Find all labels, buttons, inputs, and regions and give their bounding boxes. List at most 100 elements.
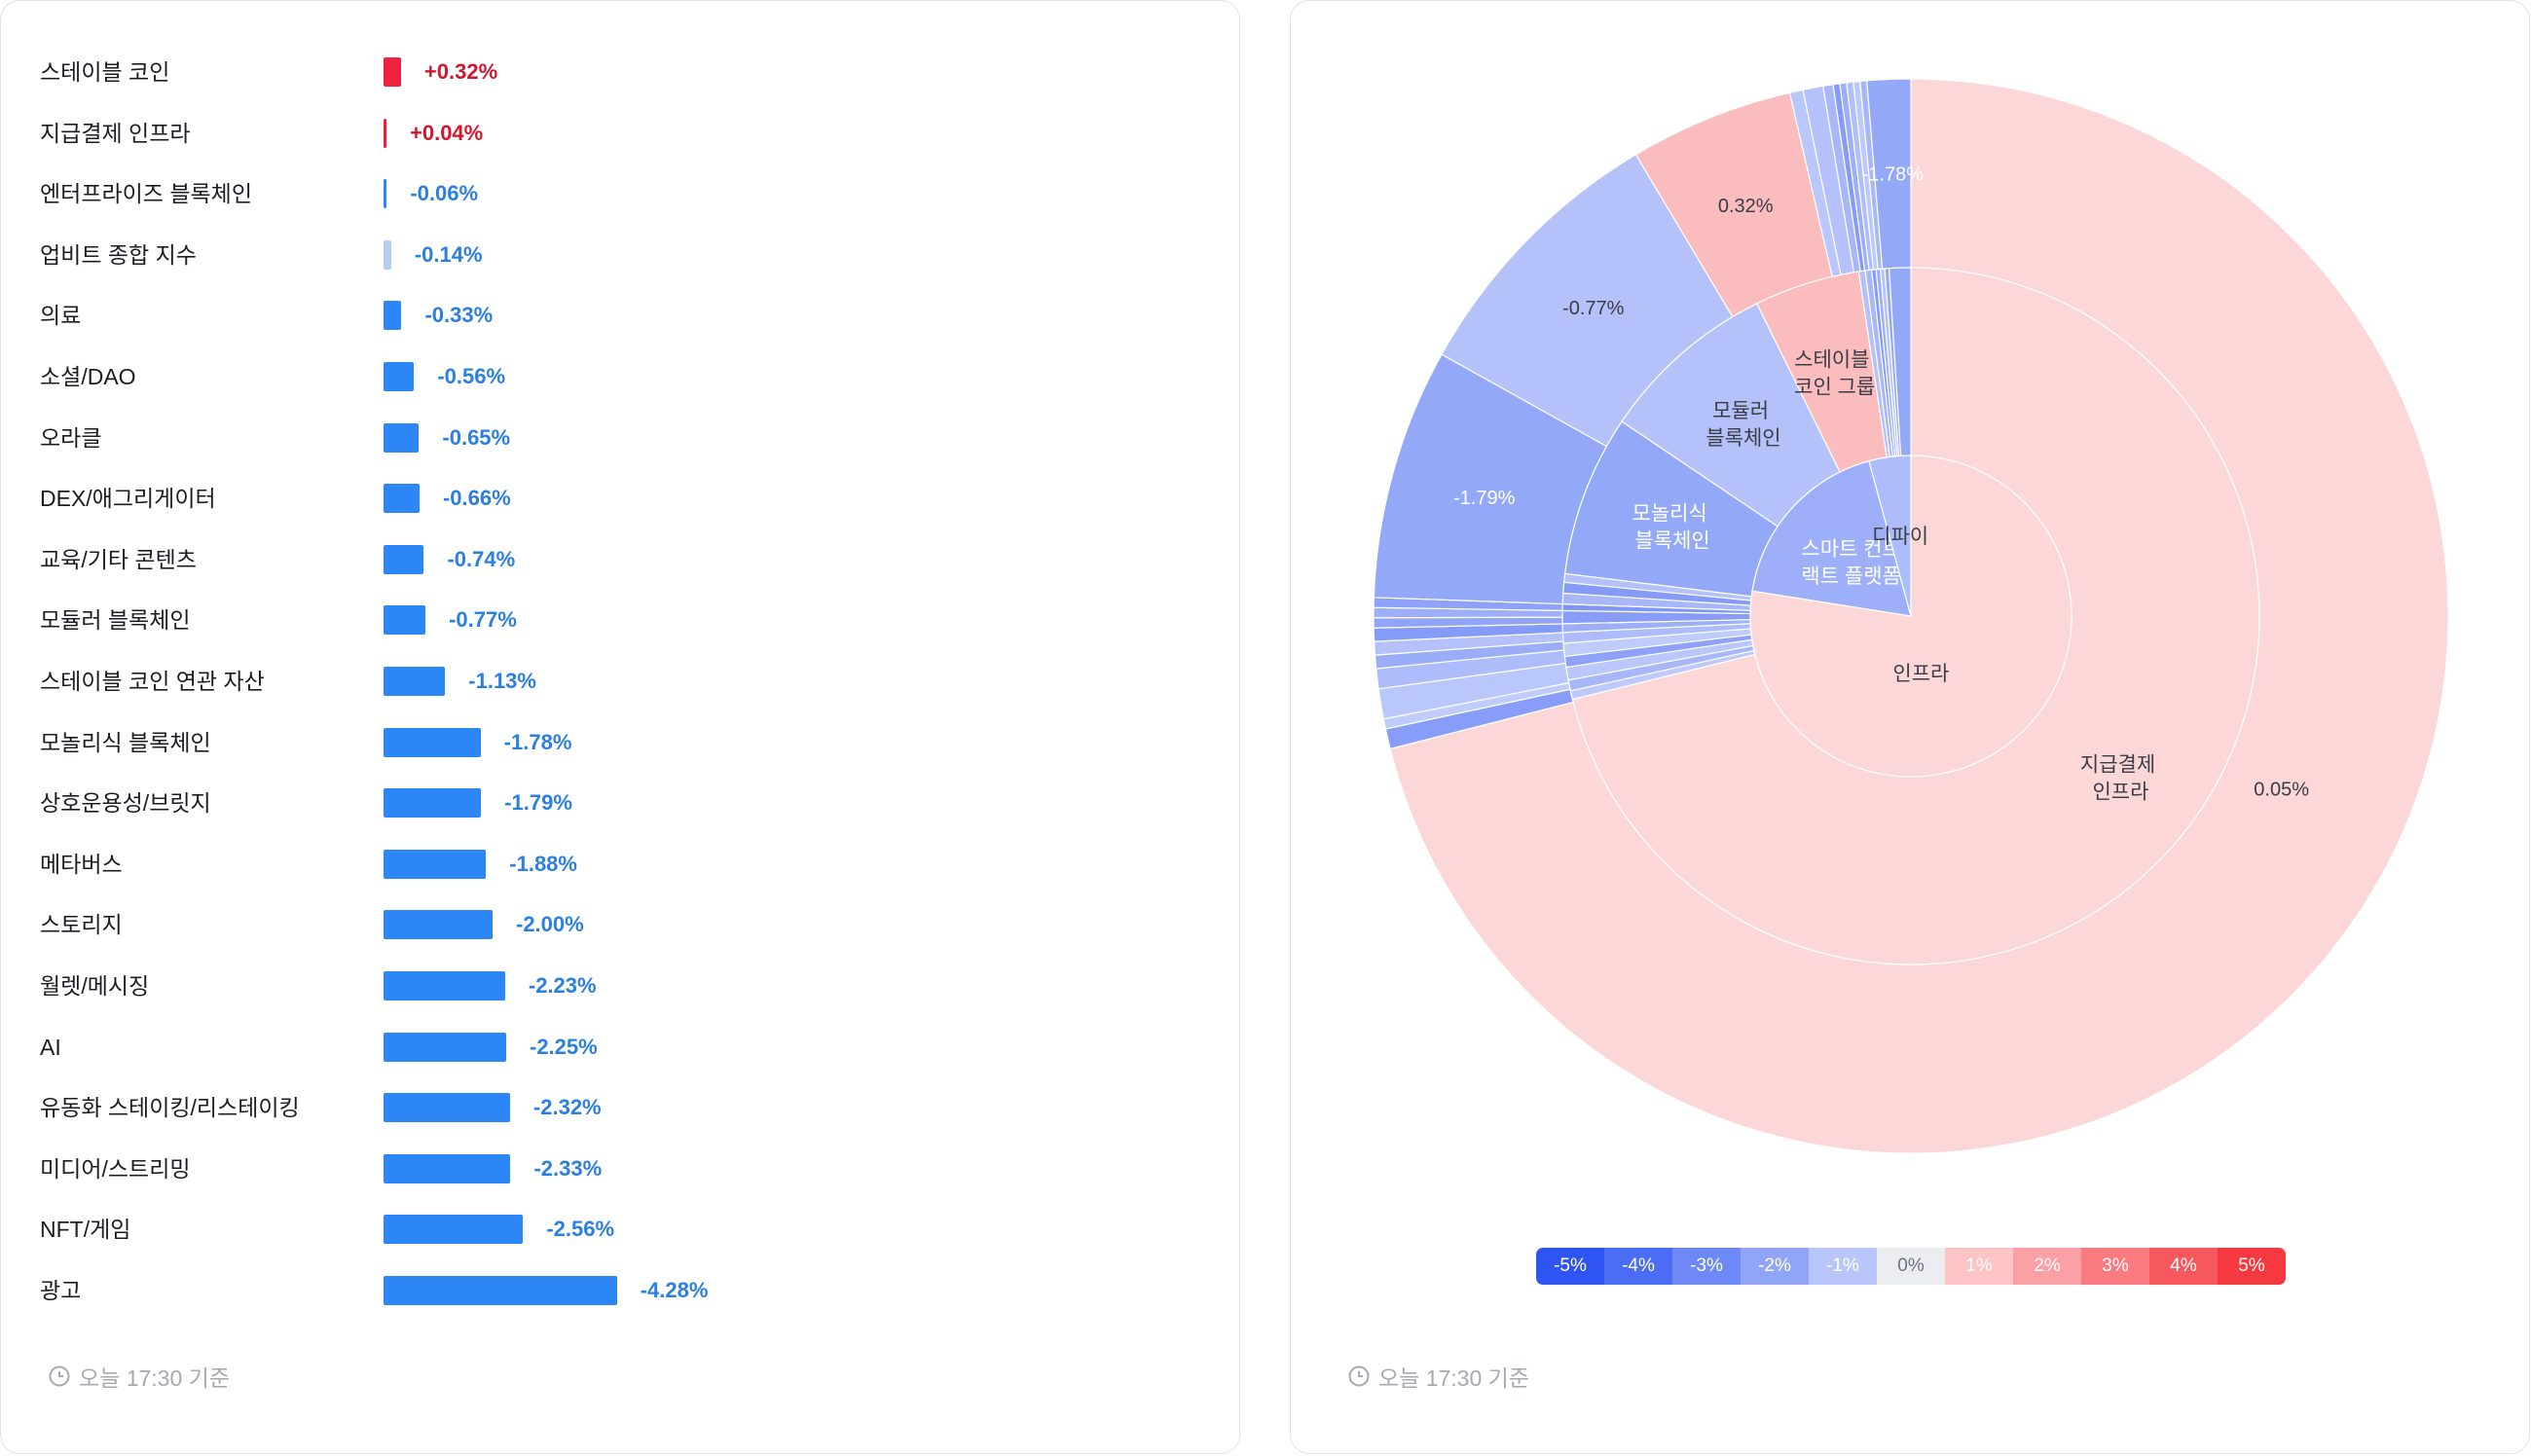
- bar-row: 의료 -0.33%: [40, 285, 1208, 346]
- bar-category-label: 소셜/DAO: [40, 364, 136, 389]
- bar: [384, 910, 493, 940]
- bar-value-label: +0.04%: [410, 120, 484, 145]
- bar-row: 모놀리식 블록체인 -1.78%: [40, 712, 1208, 773]
- bar-row: 지급결제 인프라 +0.04%: [40, 103, 1208, 164]
- outer-ring-label: -1.79%: [1453, 488, 1516, 509]
- bar: [384, 362, 415, 391]
- bar: [384, 301, 402, 331]
- legend-swatch: 5%: [2218, 1248, 2286, 1285]
- bar-category-label: 오라클: [40, 424, 102, 451]
- legend-swatch: -2%: [1741, 1248, 1809, 1285]
- bar: [384, 1032, 506, 1062]
- bar-value-label: -1.88%: [509, 851, 577, 876]
- bar-category-label: 스테이블 코인 연관 자산: [40, 669, 265, 694]
- bar-value-label: -0.65%: [442, 424, 511, 450]
- bar-row: 유동화 스테이킹/리스테이킹 -2.32%: [40, 1077, 1208, 1138]
- bar-value-label: -0.33%: [424, 303, 494, 328]
- timestamp-text: 오늘 17:30 기준: [79, 1365, 230, 1391]
- bar-category-label: 메타버스: [40, 851, 123, 877]
- bar: [384, 484, 420, 514]
- bar: [384, 422, 420, 453]
- bar-category-label: 상호운용성/브릿지: [40, 790, 211, 817]
- bar-category-label: 유동화 스테이킹/리스테이킹: [40, 1095, 300, 1121]
- outer-ring-label: 0.05%: [2254, 779, 2309, 800]
- bar-row: DEX/애그리게이터 -0.66%: [40, 468, 1208, 528]
- bar-row: 업비트 종합 지수 -0.14%: [40, 225, 1208, 285]
- legend-swatch: 3%: [2081, 1248, 2149, 1285]
- legend-swatch: 1%: [1945, 1248, 2013, 1285]
- timestamp: 오늘 17:30 기준: [48, 1360, 230, 1393]
- bar-category-label: DEX/애그리게이터: [40, 486, 216, 512]
- bar-value-label: -0.77%: [449, 607, 517, 633]
- bar: [384, 971, 505, 1001]
- bar-row: 모듈러 블록체인 -0.77%: [40, 590, 1208, 650]
- outer-ring-label: -0.77%: [1562, 298, 1625, 319]
- outer-ring-label: -1.78%: [1862, 164, 1925, 185]
- bar: [384, 788, 482, 819]
- middle-ring-label: 모듈러 블록체인: [1706, 400, 1780, 450]
- bar: [384, 57, 401, 87]
- bar: [384, 667, 446, 696]
- clock-icon: [49, 1365, 70, 1387]
- legend-swatch: -1%: [1809, 1248, 1877, 1285]
- legend-swatch: 4%: [2149, 1248, 2218, 1285]
- bar-value-label: -0.14%: [414, 241, 483, 267]
- bar-category-label: 미디어/스트리밍: [40, 1155, 191, 1182]
- bar-category-label: AI: [40, 1034, 61, 1060]
- inner-ring-segment[interactable]: [1868, 455, 1912, 617]
- bar-value-label: -0.56%: [437, 364, 506, 388]
- legend-swatch: -5%: [1536, 1248, 1604, 1285]
- bar-row: 상호운용성/브릿지 -1.79%: [40, 773, 1208, 833]
- bar-category-label: 지급결제 인프라: [40, 120, 191, 146]
- bar: [384, 1215, 524, 1245]
- inner-ring-label: 인프라: [1892, 663, 1949, 685]
- bar-row: 미디어/스트리밍 -2.33%: [40, 1139, 1208, 1199]
- legend-swatch: 2%: [2013, 1248, 2081, 1285]
- bar-category-label: 업비트 종합 지수: [40, 241, 197, 268]
- bar-row: 엔터프라이즈 블록체인 -0.06%: [40, 164, 1208, 224]
- bar: [384, 1276, 617, 1305]
- outer-ring-label: 0.32%: [1718, 196, 1774, 217]
- bar-row: 스테이블 코인 +0.32%: [40, 42, 1208, 102]
- bar-value-label: -2.56%: [546, 1217, 615, 1242]
- inner-ring-segment[interactable]: [1751, 459, 1912, 617]
- bar-value-label: -1.78%: [503, 729, 572, 754]
- legend-swatch: -4%: [1604, 1248, 1672, 1285]
- bar-category-label: 월렛/메시징: [40, 973, 150, 999]
- bar-row: 메타버스 -1.88%: [40, 834, 1208, 894]
- bar-value-label: -0.66%: [442, 486, 511, 511]
- middle-ring-label: 지급결제 인프라: [2080, 754, 2155, 804]
- bar-row: AI -2.25%: [40, 1017, 1208, 1077]
- bar-value-label: -2.32%: [532, 1095, 602, 1120]
- bar-row: 광고 -4.28%: [40, 1260, 1208, 1321]
- middle-ring-label: 스테이블 코인 그룹: [1794, 349, 1875, 399]
- bar-row: 교육/기타 콘텐츠 -0.74%: [40, 529, 1208, 590]
- bar-category-label: 엔터프라이즈 블록체인: [40, 181, 252, 207]
- bar: [384, 1093, 510, 1123]
- middle-ring-label: 모놀리식 블록체인: [1632, 503, 1712, 553]
- bar-category-label: 광고: [40, 1278, 82, 1303]
- bar: [384, 179, 387, 209]
- inner-ring-label: 디파이: [1872, 526, 1928, 548]
- bar-value-label: -0.06%: [410, 181, 479, 206]
- bar-category-label: 스토리지: [40, 912, 123, 938]
- bar: [384, 727, 481, 757]
- bar-value-label: -2.25%: [530, 1034, 598, 1059]
- sector-sunburst-card: 0.05% -1.79% -0.77% 0.32% -1.78% 지급결제 인프라 모놀리식…: [1290, 0, 2530, 1454]
- bar-row: 스테이블 코인 연관 자산 -1.13%: [40, 651, 1208, 711]
- bar-category-label: 교육/기타 콘텐츠: [40, 546, 197, 572]
- bar-row: 월렛/메시징 -2.23%: [40, 956, 1208, 1016]
- bar-row: 소셜/DAO -0.56%: [40, 346, 1208, 407]
- timestamp: 오늘 17:30 기준: [1347, 1360, 1529, 1393]
- inner-ring-label: 스마트 컨트 랙트 플랫폼: [1801, 538, 1900, 588]
- bar-value-label: -1.79%: [504, 790, 572, 816]
- color-legend: -5% -4% -3% -2% -1% 0% 1% 2% 3% 4% 5%: [1536, 1248, 2286, 1285]
- bar-row: 스토리지 -2.00%: [40, 894, 1208, 955]
- bar-category-label: NFT/게임: [40, 1217, 131, 1243]
- legend-swatch: -3%: [1672, 1248, 1741, 1285]
- bar-category-label: 모듈러 블록체인: [40, 607, 191, 634]
- bar: [384, 239, 391, 270]
- bar-value-label: -2.33%: [533, 1155, 603, 1181]
- bar: [384, 544, 424, 574]
- bar-value-label: -1.13%: [468, 669, 536, 693]
